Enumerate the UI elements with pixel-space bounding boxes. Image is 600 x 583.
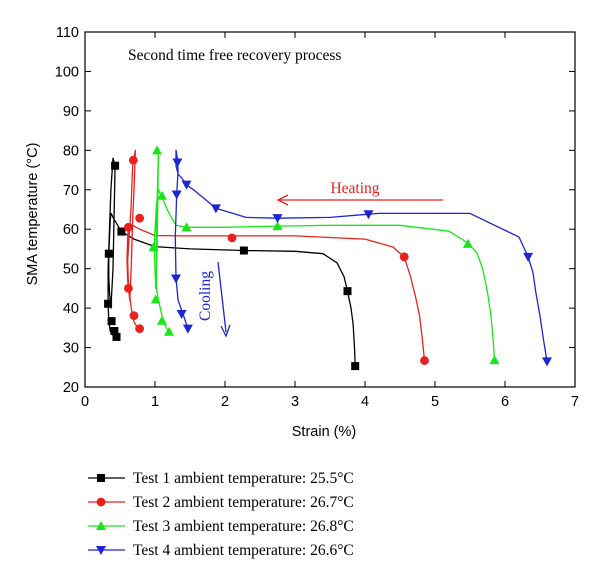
- y-tick-label: 100: [55, 64, 79, 80]
- series-4-point: [176, 310, 187, 320]
- series-2-point: [420, 356, 429, 365]
- series-1-point: [117, 227, 126, 236]
- cooling-annotation: Cooling: [197, 261, 231, 338]
- series-3-point: [157, 315, 167, 325]
- series-2-point: [123, 283, 133, 293]
- x-tick-label: 2: [221, 394, 229, 410]
- chart-title: Second time free recovery process: [128, 47, 341, 64]
- legend-marker: [97, 474, 105, 482]
- series-2-point: [128, 155, 138, 165]
- y-tick-label: 50: [63, 262, 79, 278]
- series-4-point: [172, 158, 183, 168]
- series-2-point: [123, 222, 133, 232]
- series-3-point: [164, 326, 174, 336]
- series-4-point: [210, 204, 221, 214]
- series-4-point: [181, 180, 192, 190]
- series-layer: [104, 145, 552, 371]
- series-1: [104, 157, 360, 371]
- series-3-point: [157, 190, 167, 200]
- series-4: [171, 149, 552, 367]
- series-4-point: [171, 274, 181, 284]
- series-3-point: [489, 355, 500, 365]
- series-4-point: [542, 357, 552, 367]
- cooling-label: Cooling: [197, 271, 214, 321]
- heating-annotation: Heating: [276, 180, 443, 206]
- x-tick-label: 6: [501, 394, 509, 410]
- y-tick-label: 80: [63, 143, 79, 159]
- series-3-point: [148, 241, 159, 251]
- series-3-point: [462, 238, 473, 248]
- legend-label: Test 1 ambient temperature: 25.5°C: [133, 470, 354, 487]
- y-axis-label: SMA temperature (°C): [25, 143, 41, 286]
- legend-marker: [96, 521, 106, 530]
- legend-item-4: Test 4 ambient temperature: 26.6°C: [88, 542, 354, 559]
- y-tick-label: 90: [63, 104, 79, 120]
- y-tick-label: 110: [56, 25, 79, 41]
- legend: Test 1 ambient temperature: 25.5°C Test 2…: [88, 470, 354, 559]
- cooling-arrow: [217, 261, 227, 333]
- series-4-point: [523, 252, 534, 262]
- x-tick-label: 1: [151, 394, 159, 410]
- series-1-point: [104, 249, 113, 258]
- series-3-point: [152, 145, 163, 155]
- x-tick-label: 4: [361, 394, 369, 410]
- series-2-point: [135, 213, 145, 223]
- series-4-point: [171, 190, 182, 200]
- series-1-point: [104, 299, 113, 308]
- y-tick-label: 70: [63, 183, 79, 199]
- y-tick-label: 40: [63, 301, 79, 317]
- legend-label: Test 3 ambient temperature: 26.8°C: [133, 518, 354, 535]
- series-2-point: [135, 324, 145, 334]
- series-3-point: [181, 222, 192, 232]
- series-1-point: [110, 326, 119, 335]
- series-3-point: [150, 294, 161, 304]
- plot-frame: [84, 31, 576, 388]
- heating-label: Heating: [330, 180, 379, 197]
- series-1-point: [351, 362, 360, 371]
- cooling-arrowhead: [220, 324, 231, 338]
- x-tick-label: 7: [571, 394, 579, 410]
- legend-marker: [96, 546, 106, 555]
- legend-item-2: Test 2 ambient temperature: 26.7°C: [88, 494, 354, 511]
- axis-ticks: 0 1 2 3 4 5 6 7 20 30 40 50 60 70 80 90 100 110: [55, 25, 579, 410]
- x-tick-label: 0: [81, 394, 89, 410]
- series-2-point: [227, 233, 237, 243]
- legend-item-3: Test 3 ambient temperature: 26.8°C: [88, 518, 354, 535]
- series-2: [123, 149, 429, 365]
- series-1-point: [111, 161, 120, 170]
- series-1-point: [107, 317, 116, 326]
- series-4-point: [363, 210, 374, 220]
- legend-label: Test 2 ambient temperature: 26.7°C: [133, 494, 354, 511]
- series-3: [148, 145, 500, 365]
- heating-arrowhead: [276, 194, 289, 206]
- series-2-point: [399, 252, 409, 262]
- series-1-point: [112, 332, 121, 341]
- y-tick-label: 30: [63, 341, 79, 357]
- x-tick-label: 3: [291, 394, 299, 410]
- series-4-point: [272, 214, 283, 224]
- x-axis-label: Strain (%): [292, 424, 356, 440]
- series-2-line: [126, 149, 426, 361]
- y-tick-label: 20: [63, 380, 79, 396]
- x-tick-label: 5: [431, 394, 439, 410]
- series-1-line: [107, 157, 356, 367]
- series-4-line: [174, 149, 548, 362]
- series-2-point: [129, 311, 139, 321]
- legend-label: Test 4 ambient temperature: 26.6°C: [133, 542, 354, 559]
- series-1-point: [343, 287, 352, 296]
- legend-item-1: Test 1 ambient temperature: 25.5°C: [88, 470, 354, 487]
- y-tick-label: 60: [63, 222, 79, 238]
- series-1-point: [239, 246, 248, 255]
- legend-marker: [96, 497, 106, 507]
- series-4-point: [182, 324, 193, 334]
- series-3-point: [272, 221, 283, 231]
